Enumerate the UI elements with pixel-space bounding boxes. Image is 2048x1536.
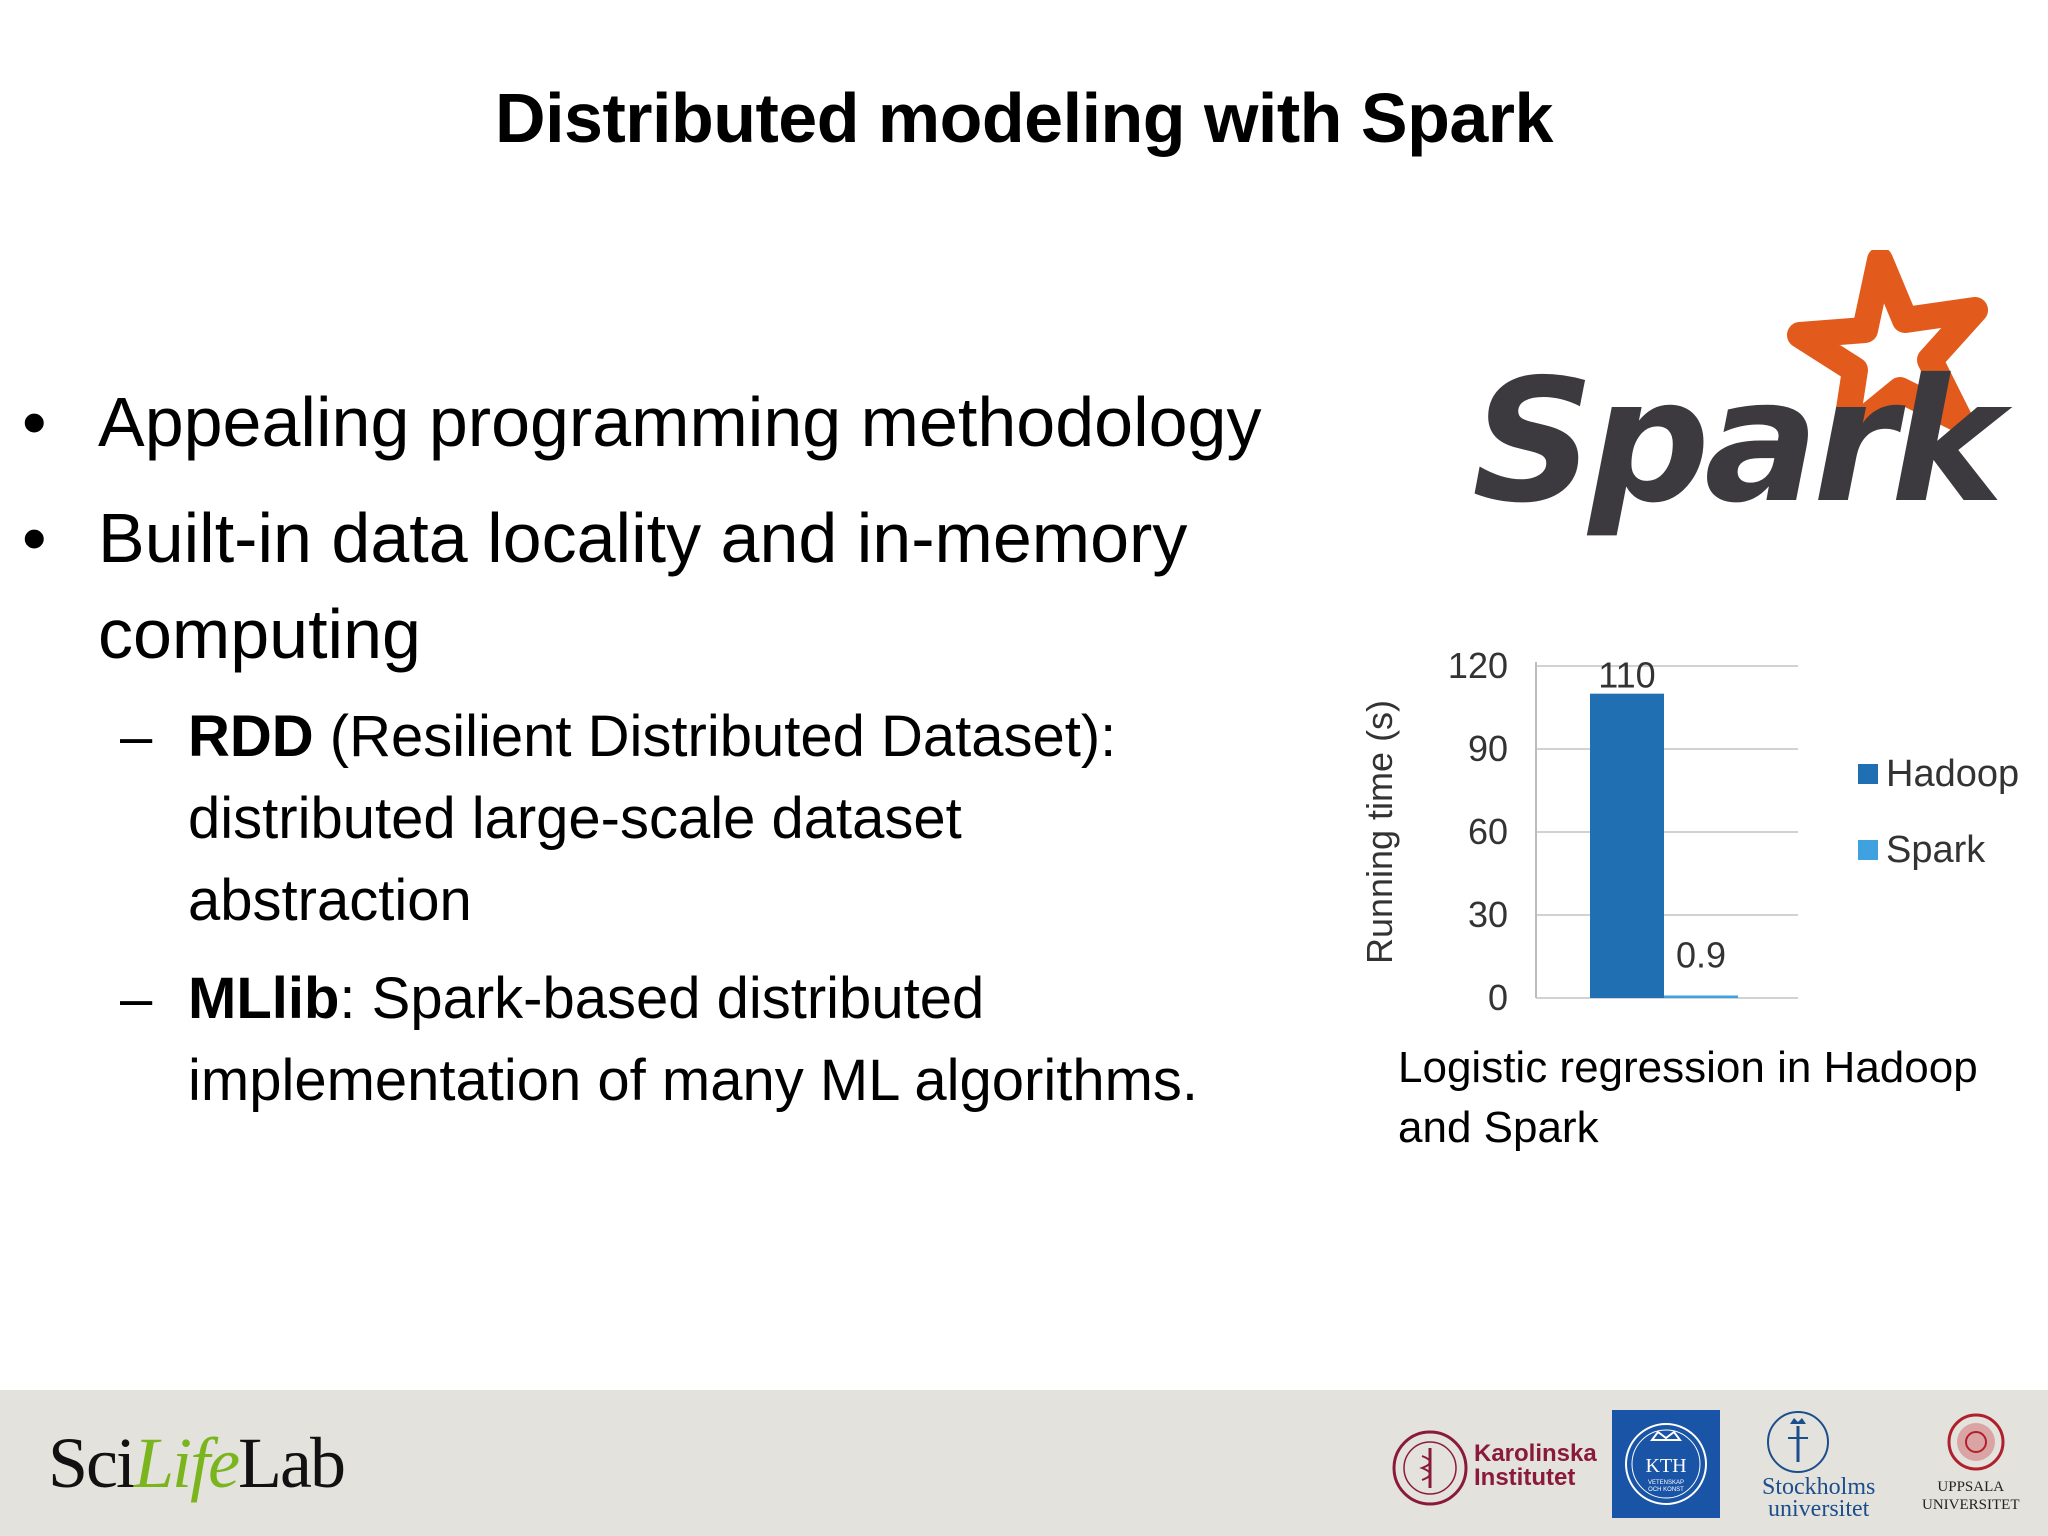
sub-bullet-bold: MLlib	[188, 966, 340, 1031]
sub-bullet-text: MLlib: Spark-based distributed	[188, 958, 984, 1040]
bullet-text: computing	[98, 595, 421, 673]
uppsala-logo: UPPSALA UNIVERSITET	[1922, 1478, 2020, 1514]
sub-bullet-rest: (Resilient Distributed Dataset):	[313, 704, 1117, 769]
uppsala-seal-icon	[1947, 1413, 2005, 1471]
legend-entry: Hadoop	[1886, 753, 2019, 795]
sub-bullet-text: implementation of many ML algorithms.	[188, 1048, 1199, 1113]
ki-line: Karolinska	[1474, 1440, 1597, 1467]
scilifelab-logo: SciLifeLab	[48, 1422, 346, 1505]
kth-sub: OCH KONST	[1648, 1487, 1684, 1493]
bullet-text: Built-in data locality and in-memory	[98, 499, 1188, 577]
bullet-text: Appealing programming methodology	[98, 383, 1262, 461]
slide-title: Distributed modeling with Spark	[495, 79, 1553, 157]
sub-bullet-text: RDD (Resilient Distributed Dataset):	[188, 696, 1116, 778]
uu-line: UNIVERSITET	[1922, 1497, 2020, 1513]
su-line: Stockholms	[1762, 1474, 1876, 1500]
bullet-dot: •	[22, 383, 47, 461]
sub-bullet-dash: –	[120, 966, 153, 1031]
sub-bullet-bold: RDD	[188, 704, 314, 769]
y-tick-label: 120	[1448, 645, 1508, 686]
uu-line: UPPSALA	[1937, 1479, 2005, 1495]
y-tick-label: 60	[1468, 811, 1508, 852]
y-tick-label: 90	[1468, 728, 1508, 769]
legend-swatch	[1858, 840, 1878, 860]
sub-bullet-rest: : Spark-based distributed	[339, 966, 985, 1031]
y-axis-label: Running time (s)	[1359, 700, 1400, 964]
sub-bullet-text: abstraction	[188, 868, 472, 933]
sub-bullet-text: distributed large-scale dataset	[188, 786, 962, 851]
y-tick-label: 0	[1488, 977, 1508, 1018]
chart-caption: Logistic regression in Hadoop and Spark	[1398, 1038, 2038, 1158]
sub-bullet-dash: –	[120, 704, 153, 769]
bar-spark	[1664, 995, 1738, 998]
footer-bar: SciLifeLab Karolinska Institutet KTH VET…	[0, 1390, 2048, 1536]
spark-star-icon	[1787, 250, 1988, 448]
data-label: 110	[1598, 655, 1655, 696]
legend-swatch	[1858, 764, 1878, 784]
bullet-dot: •	[22, 499, 47, 577]
bullet-list: • Appealing programming methodology • Bu…	[22, 383, 1262, 1113]
logo-part: Life	[134, 1423, 240, 1503]
kth-name: KTH	[1645, 1455, 1686, 1477]
spark-logo: Spark	[1472, 250, 2019, 541]
y-tick-label: 30	[1468, 894, 1508, 935]
data-label: 0.9	[1676, 935, 1726, 976]
running-time-bar-chart: 0 30 60 90 120 Running time (s) 110 0.9 Hadoop Sp…	[1359, 645, 2019, 1018]
legend-entry: Spark	[1886, 829, 1986, 871]
kth-sub: VETENSKAP	[1648, 1480, 1684, 1486]
spark-logo-text: Spark	[1472, 343, 2013, 541]
stockholm-logo: Stockholms universitet	[1762, 1474, 1876, 1522]
ki-line: Institutet	[1474, 1464, 1576, 1491]
logo-part: Sci	[48, 1423, 136, 1503]
bar-hadoop	[1590, 693, 1664, 998]
su-line: universitet	[1768, 1496, 1870, 1522]
karolinska-logo: Karolinska Institutet	[1474, 1442, 1597, 1490]
logo-part: Lab	[238, 1423, 346, 1503]
caption-line: and Spark	[1398, 1103, 1599, 1152]
kth-logo: KTH VETENSKAP OCH KONST	[1612, 1410, 1720, 1518]
karolinska-seal-icon	[1392, 1430, 1468, 1506]
stockholm-seal-icon	[1767, 1411, 1829, 1473]
caption-line: Logistic regression in Hadoop	[1398, 1043, 1978, 1092]
